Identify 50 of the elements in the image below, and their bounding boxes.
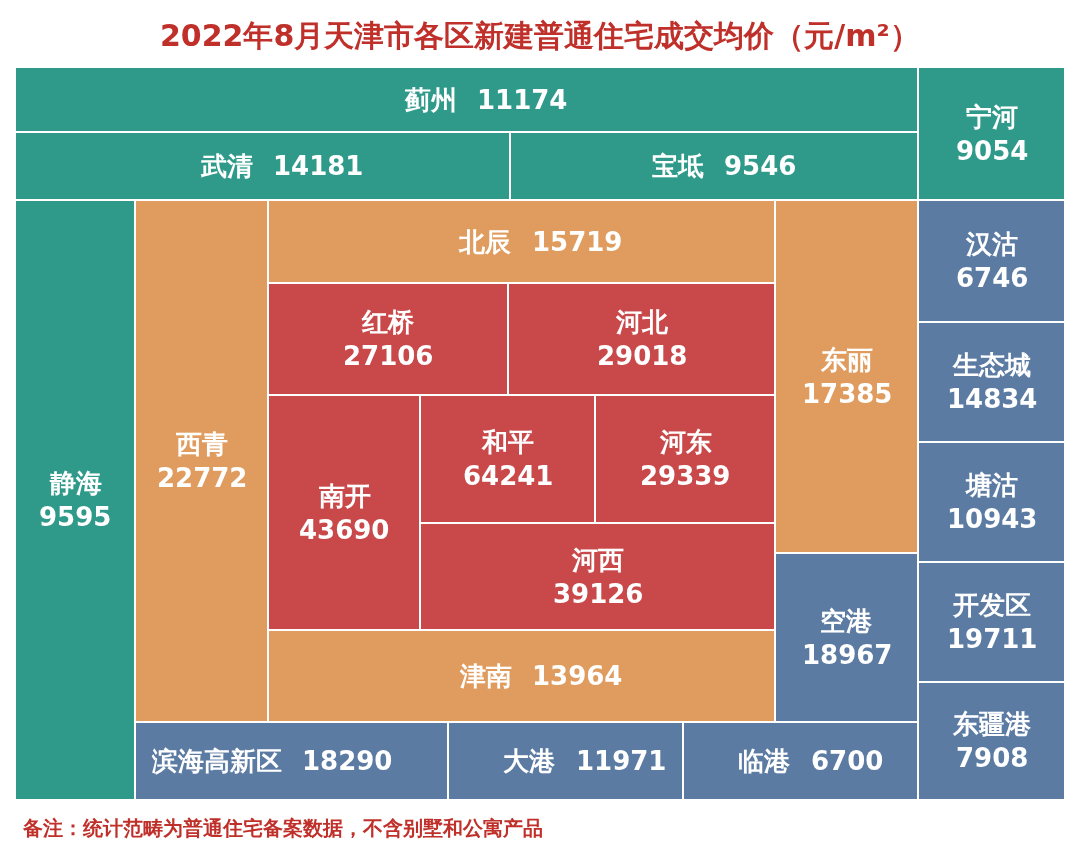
category-label: 静海 <box>49 468 102 498</box>
data-label: 29018 <box>597 341 688 371</box>
category-label: 开发区 <box>952 590 1031 620</box>
category-label: 西青 <box>175 429 228 459</box>
data-label: 9546 <box>724 151 797 181</box>
category-label: 宁河 <box>966 102 1018 132</box>
category-label: 蓟州 <box>404 85 457 115</box>
category-label: 宝坻 <box>652 151 704 181</box>
text: 备注：统计范畴为普通住宅备案数据，不含别墅和公寓产品 <box>22 816 543 840</box>
data-label: 18967 <box>802 640 893 670</box>
category-label: 津南 <box>459 661 512 691</box>
data-label: 14181 <box>273 151 364 181</box>
data-label: 10943 <box>947 504 1038 534</box>
category-label: 河北 <box>615 307 669 337</box>
data-label: 17385 <box>802 379 893 409</box>
category-label: 红桥 <box>361 307 415 337</box>
category-label: 汉沽 <box>965 229 1018 259</box>
data-label: 7908 <box>956 743 1029 773</box>
data-label: 13964 <box>532 661 623 691</box>
data-label: 29339 <box>640 461 731 491</box>
category-label: 河西 <box>571 545 624 575</box>
data-label: 18290 <box>302 746 393 776</box>
category-label: 东疆港 <box>952 709 1032 739</box>
category-label: 空港 <box>820 606 873 636</box>
data-label: 14834 <box>947 384 1038 414</box>
data-label: 9054 <box>956 136 1029 166</box>
data-label: 6746 <box>956 263 1029 293</box>
category-label: 河东 <box>659 427 712 457</box>
data-label: 22772 <box>157 463 248 493</box>
data-label: 27106 <box>343 341 434 371</box>
data-label: 11174 <box>477 85 568 115</box>
data-label: 9595 <box>39 502 112 532</box>
data-label: 6700 <box>811 746 884 776</box>
text: 2022年8月天津市各区新建普通住宅成交均价（元/m²） <box>160 18 920 53</box>
data-label: 64241 <box>463 461 554 491</box>
data-label: 11971 <box>576 746 667 776</box>
category-label: 武清 <box>200 151 253 181</box>
category-label: 滨海高新区 <box>151 746 282 776</box>
category-label: 和平 <box>481 427 534 457</box>
category-label: 北辰 <box>458 227 512 257</box>
data-label: 39126 <box>553 579 644 609</box>
category-label: 南开 <box>318 481 371 511</box>
category-label: 生态城 <box>952 350 1031 380</box>
category-label: 临港 <box>738 746 791 776</box>
category-label: 大港 <box>503 746 556 776</box>
data-label: 43690 <box>299 515 390 545</box>
category-label: 塘沽 <box>965 470 1018 500</box>
data-label: 15719 <box>532 227 623 257</box>
category-label: 东丽 <box>820 345 873 375</box>
data-label: 19711 <box>947 624 1038 654</box>
